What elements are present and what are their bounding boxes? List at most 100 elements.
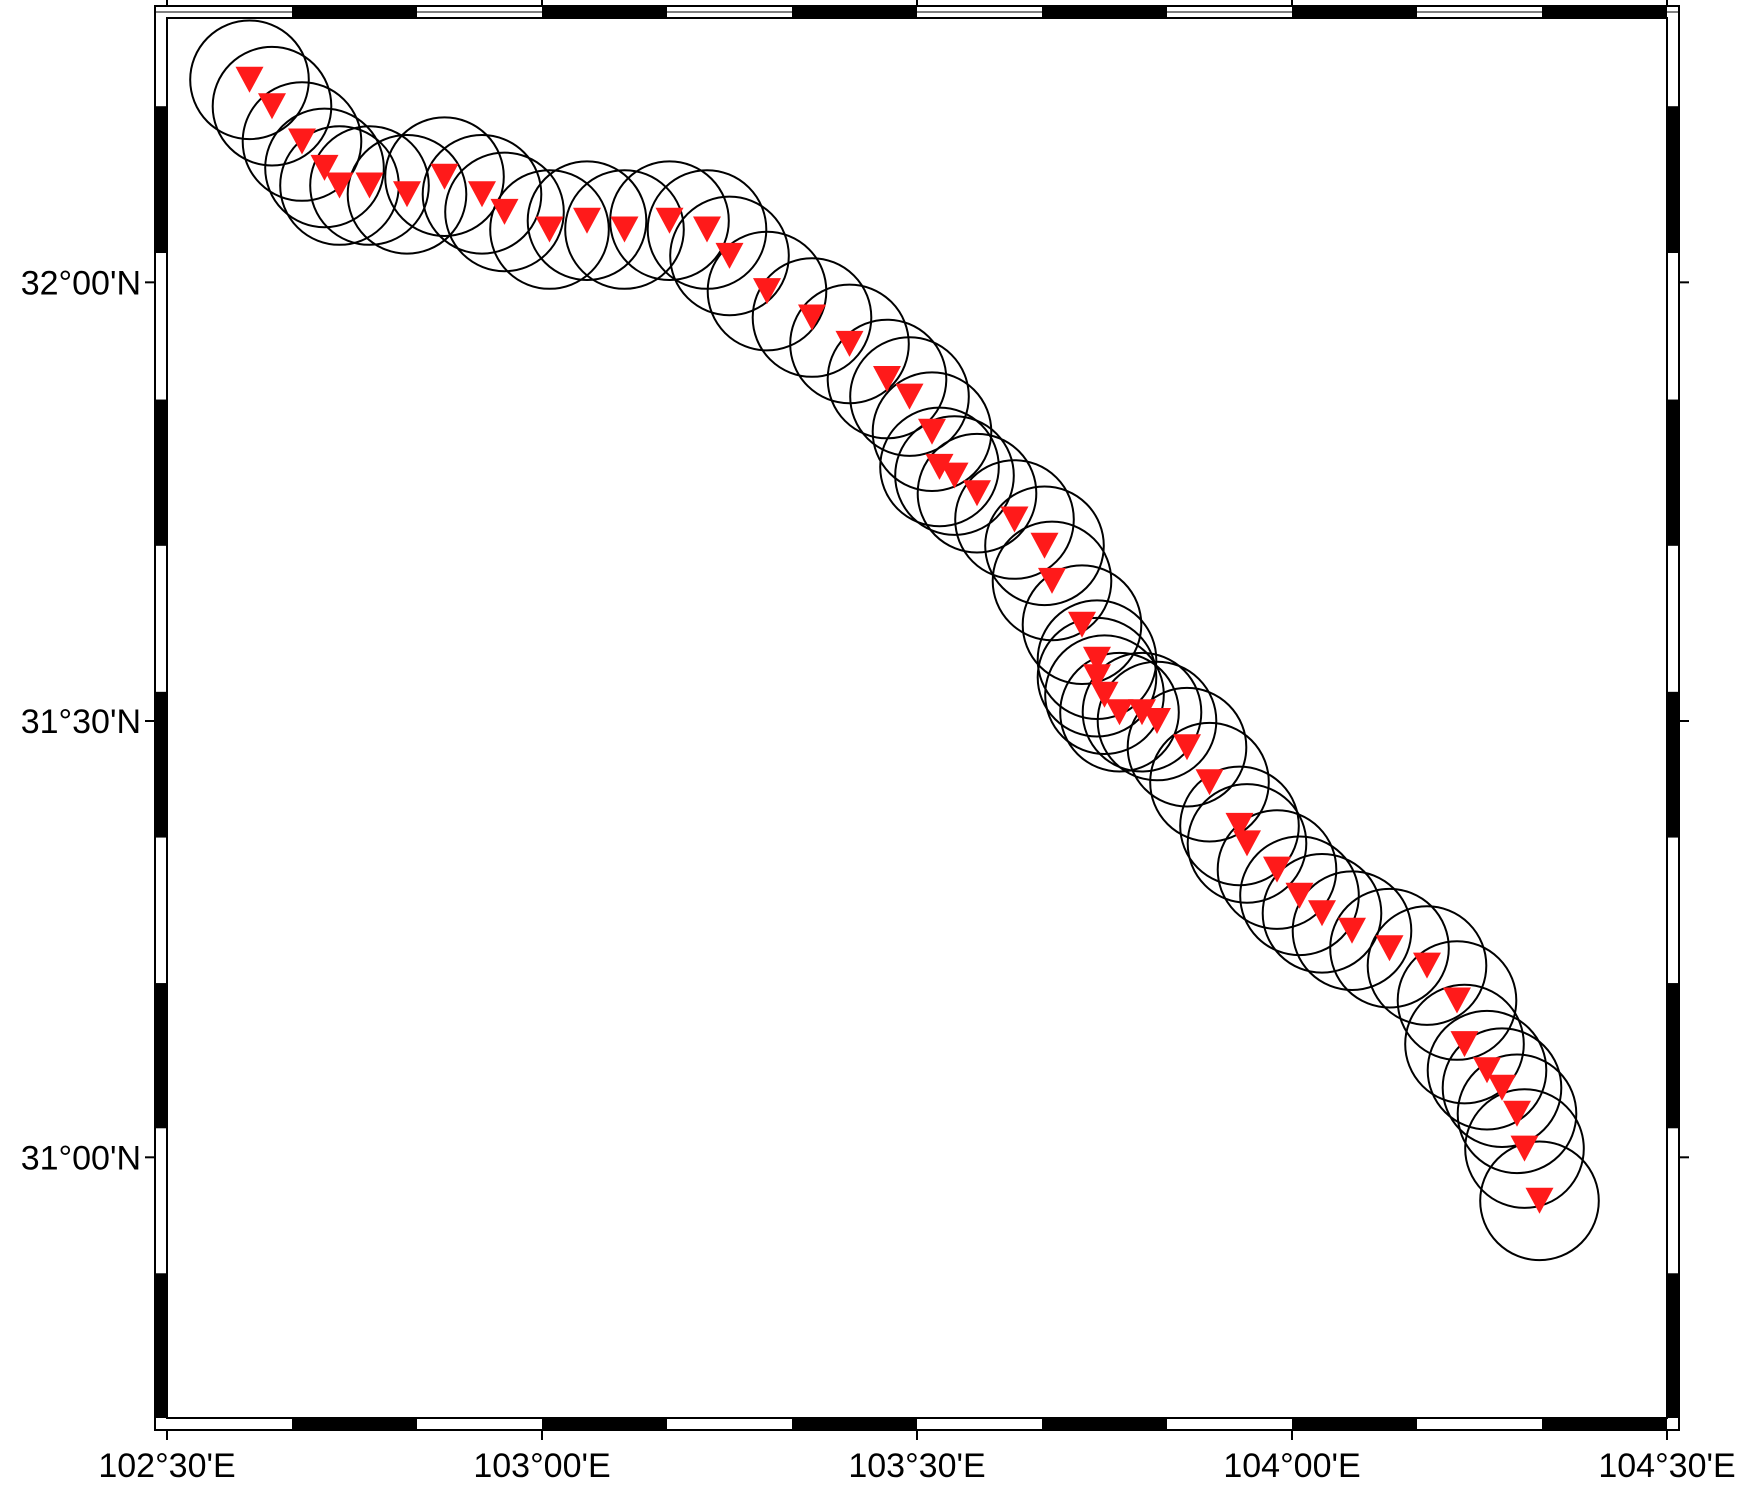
coverage-circle xyxy=(1096,660,1218,782)
station-triangle-icon xyxy=(1510,1135,1539,1162)
frame-checker-right xyxy=(1667,399,1679,546)
station-triangle-icon xyxy=(655,207,684,234)
station-triangle-icon xyxy=(1195,769,1224,796)
map-frame xyxy=(145,0,1689,1440)
lon-tick-label: 104°00'E xyxy=(1223,1447,1360,1481)
coverage-circles-layer xyxy=(189,19,1600,1262)
coverage-circle xyxy=(751,257,873,378)
station-triangle-icon xyxy=(430,163,459,190)
coverage-circle xyxy=(1149,721,1270,843)
frame-checker-bottom xyxy=(792,1418,917,1430)
coverage-circle xyxy=(1426,1009,1548,1131)
station-triangle-icon xyxy=(835,330,864,357)
coverage-circle xyxy=(1456,1053,1578,1175)
station-triangle-icon xyxy=(310,154,339,181)
coverage-circle xyxy=(1239,835,1360,957)
station-triangle-icon xyxy=(798,304,826,331)
station-triangle-icon xyxy=(1225,812,1254,839)
coverage-circle xyxy=(916,432,1038,554)
coverage-circle xyxy=(384,116,505,237)
coverage-circle xyxy=(564,169,685,290)
station-triangle-icon xyxy=(1450,1031,1479,1058)
coverage-circle xyxy=(706,230,828,352)
frame-checker-right xyxy=(1667,106,1679,254)
station-triangle-icon xyxy=(490,198,519,225)
frame-checker-left xyxy=(155,983,167,1129)
frame-checker-top xyxy=(542,6,667,18)
station-triangle-icon xyxy=(1083,646,1111,673)
station-triangle-icon xyxy=(235,66,264,93)
station-triangle-icon xyxy=(715,242,744,269)
lat-tick-label: 32°00'N xyxy=(21,264,141,302)
station-triangle-icon xyxy=(1038,567,1066,594)
frame-checker-right xyxy=(1667,1273,1679,1418)
frame-checker-right xyxy=(1667,691,1679,838)
coverage-circle xyxy=(1044,634,1165,756)
coverage-circle xyxy=(894,415,1015,536)
station-triangle-icon xyxy=(1030,532,1059,559)
frame-checker-top xyxy=(1292,6,1417,18)
lat-tick-label: 31°00'N xyxy=(21,1139,141,1177)
lat-tick-label: 31°30'N xyxy=(21,703,141,741)
station-markers-layer xyxy=(235,66,1554,1214)
coverage-circle xyxy=(241,81,363,202)
station-triangle-icon xyxy=(1525,1187,1554,1214)
coverage-circle xyxy=(1404,983,1525,1105)
lon-tick-label: 103°00'E xyxy=(473,1447,610,1481)
station-triangle-icon xyxy=(1000,506,1029,533)
lon-tick-label: 102°30'E xyxy=(98,1447,235,1481)
coverage-circle xyxy=(1329,887,1450,1009)
coverage-circle xyxy=(526,160,648,281)
station-triangle-icon xyxy=(288,128,316,155)
station-triangle-icon xyxy=(918,418,946,445)
station-triangle-icon xyxy=(573,207,601,234)
coverage-circle xyxy=(1479,1140,1600,1262)
coverage-circle xyxy=(1059,651,1180,773)
station-triangle-icon xyxy=(1233,830,1261,857)
coverage-circle xyxy=(1366,905,1488,1026)
station-triangle-icon xyxy=(1263,856,1291,883)
axis-labels: 102°30'E 103°00'E 103°30'E 104°00'E 104°30'E… xyxy=(21,264,1736,1485)
station-triangle-icon xyxy=(963,480,991,507)
coverage-circle xyxy=(669,195,790,317)
frame-checker-bottom xyxy=(1042,1418,1167,1430)
coverage-circle xyxy=(1126,686,1248,808)
station-triangle-icon xyxy=(393,181,421,208)
coverage-circle xyxy=(1036,616,1158,738)
station-triangle-icon xyxy=(1503,1100,1531,1127)
frame-checker-top xyxy=(1042,6,1167,18)
station-triangle-icon xyxy=(1173,734,1201,761)
station-triangle-icon xyxy=(325,172,354,199)
station-triangle-icon xyxy=(1143,708,1171,734)
station-triangle-icon xyxy=(873,366,901,392)
station-triangle-icon xyxy=(1308,900,1336,927)
lon-tick-label: 103°30'E xyxy=(848,1447,985,1481)
lon-tick-label: 104°30'E xyxy=(1598,1447,1735,1481)
station-triangle-icon xyxy=(1105,699,1134,726)
frame-checker-bottom xyxy=(1542,1418,1667,1430)
coverage-circle xyxy=(849,336,970,457)
station-triangle-icon xyxy=(1488,1074,1516,1101)
coverage-circle xyxy=(189,19,310,141)
station-triangle-icon xyxy=(1285,882,1314,909)
coverage-circle xyxy=(1021,564,1143,686)
coverage-circle xyxy=(609,160,730,281)
station-triangle-icon xyxy=(753,278,781,305)
station-triangle-icon xyxy=(1375,935,1404,962)
station-triangle-icon xyxy=(1068,611,1096,638)
station-triangle-icon xyxy=(693,216,721,243)
frame-checker-top xyxy=(1542,6,1667,18)
coverage-circle xyxy=(1396,940,1518,1061)
coverage-circle xyxy=(984,485,1105,607)
frame-checker-bottom xyxy=(1292,1418,1417,1430)
station-triangle-icon xyxy=(1443,987,1471,1014)
frame-checker-top xyxy=(792,6,917,18)
coverage-circle xyxy=(1186,783,1308,904)
coverage-circle xyxy=(211,45,333,167)
coverage-circle xyxy=(264,107,385,229)
station-triangle-icon xyxy=(895,383,924,410)
coverage-circle xyxy=(1291,870,1413,992)
coverage-circle xyxy=(309,125,430,246)
